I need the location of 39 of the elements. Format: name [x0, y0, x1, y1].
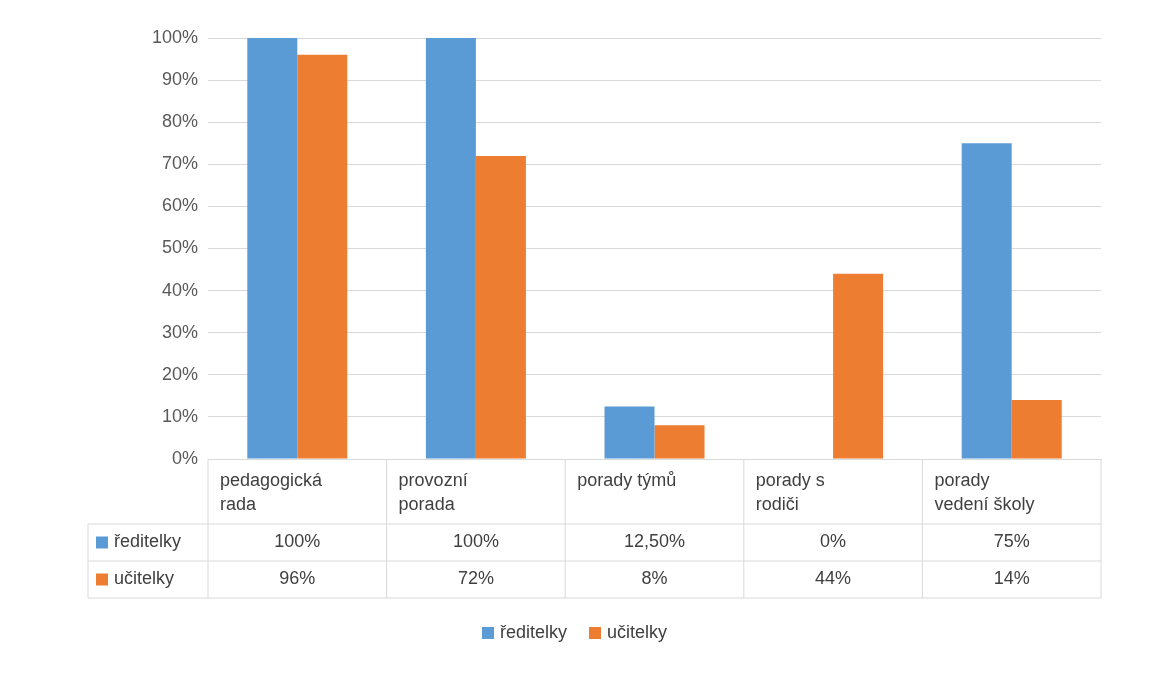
- y-tick-label: 10%: [161, 405, 198, 426]
- bar: [247, 38, 298, 459]
- y-tick-label: 0%: [171, 447, 198, 468]
- y-tick-label: 40%: [161, 279, 198, 300]
- y-tick-label: 90%: [161, 69, 198, 90]
- y-tick-label: 30%: [161, 321, 198, 342]
- data-label: 75%: [993, 531, 1030, 552]
- x-tick-label: provozní porada: [398, 469, 468, 514]
- y-tick-label: 80%: [161, 111, 198, 132]
- bar: [961, 143, 1012, 459]
- bar: [425, 38, 476, 459]
- y-tick-label: 100%: [151, 26, 198, 47]
- text: ředitelky: [499, 622, 567, 642]
- bar: [297, 54, 348, 459]
- bar: [654, 425, 705, 459]
- x-tick-label: pedagogická rada: [220, 469, 324, 514]
- data-label: 44%: [815, 568, 852, 589]
- data-label: 100%: [452, 531, 499, 552]
- data-label: 8%: [641, 568, 668, 589]
- legend-label: ředitelky: [114, 531, 182, 552]
- bar: [475, 155, 526, 459]
- y-tick-label: 20%: [161, 363, 198, 384]
- y-tick-label: 50%: [161, 237, 198, 258]
- text: učitelky: [114, 568, 175, 589]
- data-label: 12,50%: [623, 531, 686, 552]
- y-tick-label: 70%: [161, 153, 198, 174]
- bar: [833, 273, 884, 459]
- y-tick-label: 60%: [161, 195, 198, 216]
- legend-label: učitelky: [607, 622, 668, 643]
- x-tick-label: porady s rodiči: [755, 469, 825, 514]
- data-label: 14%: [993, 568, 1030, 589]
- bar: [1011, 400, 1062, 459]
- data-label: 96%: [279, 568, 316, 589]
- data-label: 0%: [820, 531, 847, 552]
- data-label: 72%: [457, 568, 494, 589]
- x-tick-label: porady týmů: [577, 469, 677, 490]
- data-label: 100%: [274, 531, 321, 552]
- bar: [604, 406, 655, 459]
- x-tick-label: porady vedení školy: [934, 469, 1035, 514]
